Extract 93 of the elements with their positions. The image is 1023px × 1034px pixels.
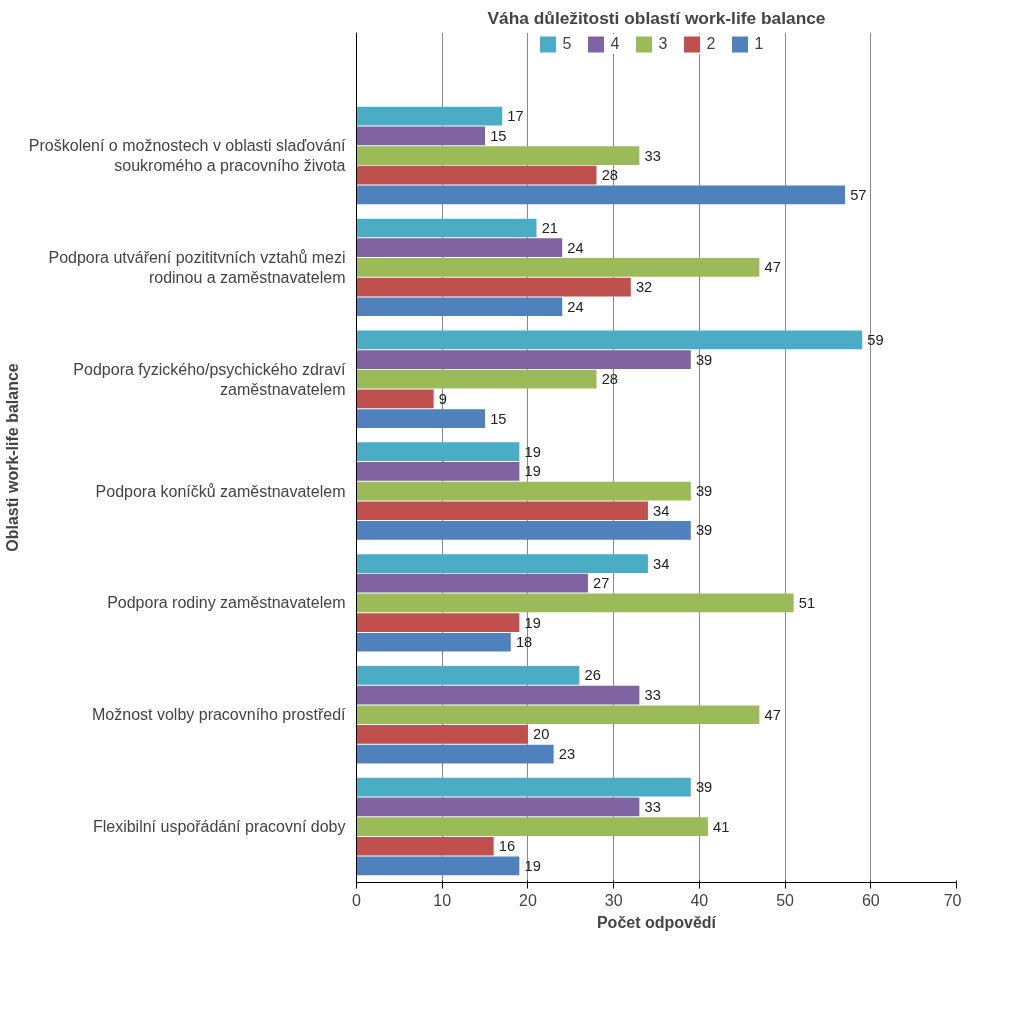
data-label: 24 [567, 239, 584, 256]
data-label: 33 [644, 798, 661, 815]
bar [356, 481, 691, 501]
data-label: 28 [601, 371, 618, 388]
bar [356, 777, 691, 797]
bar [356, 389, 434, 409]
legend-label: 1 [754, 35, 765, 53]
legend-label: 3 [658, 35, 669, 53]
data-label: 34 [653, 502, 670, 519]
bar [356, 744, 554, 764]
data-label: 47 [764, 259, 781, 276]
bar [356, 126, 486, 146]
data-label: 26 [584, 667, 601, 684]
bar [356, 593, 794, 613]
bar [356, 258, 760, 277]
data-label: 19 [524, 443, 541, 460]
data-label: 33 [644, 147, 661, 164]
x-tick-label: 70 [943, 891, 962, 909]
y-tick-label: Podpora fyzického/psychického zdraví zaměstnavatelem [73, 360, 347, 398]
data-label: 39 [695, 522, 713, 539]
bar [356, 238, 563, 258]
y-tick-label: Možnost volby pracovního prostředí [92, 706, 347, 724]
data-label: 41 [713, 818, 730, 835]
data-label: 23 [558, 746, 576, 763]
data-label: 51 [798, 594, 816, 611]
data-label: 47 [764, 706, 781, 723]
bar [356, 462, 520, 481]
data-label: 19 [524, 857, 541, 874]
data-label: 16 [498, 838, 516, 855]
data-label: 39 [695, 351, 713, 368]
bar [356, 554, 648, 573]
bar [356, 330, 863, 350]
bar [356, 632, 511, 652]
data-label: 39 [695, 483, 713, 500]
bar [356, 442, 520, 462]
data-label: 20 [533, 726, 550, 743]
data-label: 9 [438, 390, 447, 407]
x-tick-label: 20 [519, 891, 537, 909]
data-label: 33 [644, 687, 661, 704]
chart-title: Váha důležitosti oblastí work-life balance [487, 7, 826, 28]
data-label: 17 [507, 108, 524, 125]
bar [356, 573, 588, 593]
bar [356, 501, 648, 521]
y-tick-label: Flexibilní uspořádání pracovní doby [92, 818, 346, 836]
legend-label: 4 [610, 35, 621, 53]
bar [356, 409, 486, 428]
y-tick-label: Proškolení o možnostech v oblasti slaďování soukromého a pracovního života [28, 136, 347, 175]
y-tick-label: Podpora utváření pozititvních vztahů mezi rodinou a zaměstnavatelem [48, 248, 346, 287]
data-label: 27 [593, 575, 610, 592]
data-label: 21 [541, 220, 558, 236]
legend-label: 5 [562, 35, 573, 53]
x-tick-label: 60 [861, 891, 880, 909]
x-tick-label: 10 [433, 891, 452, 909]
data-label: 15 [490, 410, 507, 427]
bar [356, 369, 597, 389]
bar [356, 185, 846, 205]
data-label: 59 [867, 331, 884, 348]
data-label: 28 [601, 167, 618, 184]
bar [356, 797, 640, 817]
bar [356, 856, 520, 876]
x-tick-label: 50 [776, 891, 795, 909]
bar [356, 146, 640, 165]
x-tick-label: 40 [690, 891, 709, 909]
x-tick-label: 30 [604, 891, 623, 909]
data-label: 57 [850, 186, 867, 203]
x-axis-title: Počet odpovědí [596, 913, 717, 931]
bar [356, 705, 760, 725]
bar [356, 106, 503, 126]
y-axis-title: Oblasti work-life balance [3, 363, 21, 552]
data-label: 15 [490, 127, 507, 144]
data-label: 19 [524, 614, 541, 631]
data-label: 19 [524, 463, 541, 480]
data-label: 24 [567, 298, 584, 315]
bar [356, 613, 520, 632]
y-tick-label: Podpora rodiny zaměstnavatelem [107, 594, 346, 612]
x-tick-label: 0 [352, 891, 362, 909]
bar [356, 685, 640, 705]
bar [356, 817, 708, 836]
bar [356, 165, 597, 185]
bar [356, 218, 537, 238]
bar [356, 277, 631, 297]
data-label: 18 [515, 634, 533, 651]
bar [356, 836, 494, 856]
data-label: 39 [695, 779, 713, 796]
bar [356, 350, 691, 369]
y-tick-label: Podpora koníčků zaměstnavatelem [95, 482, 346, 500]
bar [356, 297, 563, 317]
bar [356, 725, 528, 744]
data-label: 32 [635, 279, 653, 296]
data-label: 34 [653, 555, 670, 572]
legend-label: 2 [706, 35, 717, 53]
bar [356, 521, 691, 540]
bar [356, 666, 580, 685]
